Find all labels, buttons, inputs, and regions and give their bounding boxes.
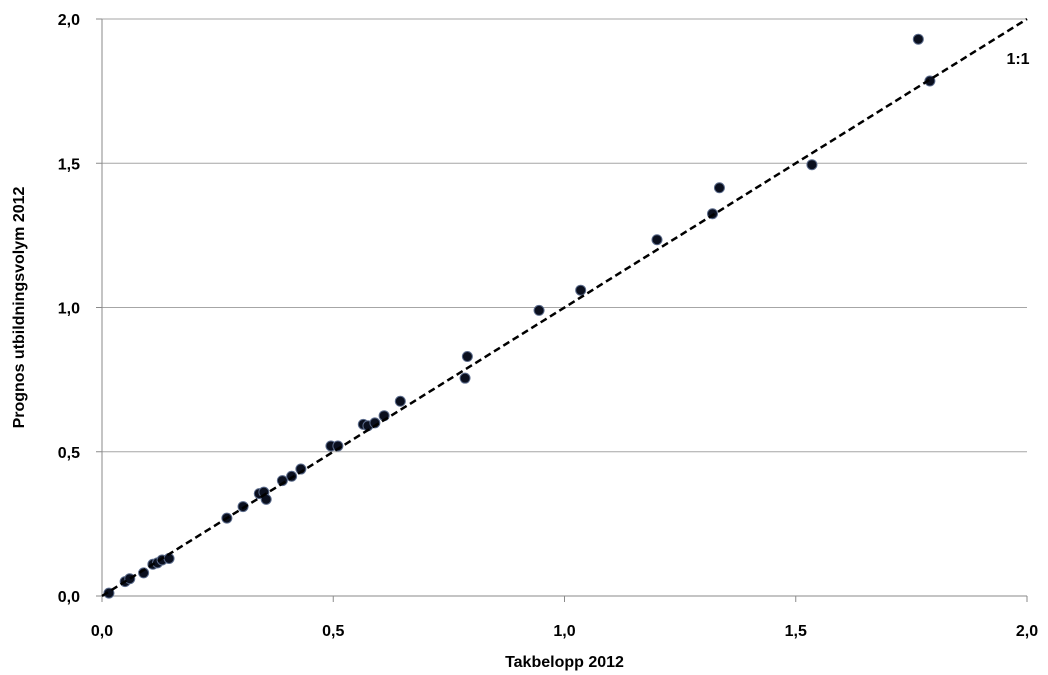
data-point: [806, 159, 818, 171]
y-tick-label: 1,5: [58, 156, 80, 173]
reference-line-label: 1:1: [1006, 51, 1029, 68]
y-tick-label: 1,0: [58, 301, 80, 318]
data-point: [394, 395, 406, 407]
data-point: [575, 284, 587, 296]
y-tick-labels: 0,0 0,5 1,0 1,5 2,0: [58, 12, 102, 606]
data-point: [461, 351, 473, 363]
x-tick-label: 0,5: [322, 623, 344, 640]
x-tick-label: 1,0: [553, 623, 575, 640]
x-tick-label: 0,0: [91, 623, 113, 640]
y-tick-label: 0,0: [58, 589, 80, 606]
y-tick-label: 2,0: [58, 12, 80, 29]
data-point: [533, 304, 545, 316]
y-axis-title: Prognos utbildningsvolym 2012: [11, 186, 28, 428]
reference-line-1-1: [101, 17, 1028, 598]
y-tick-label: 0,5: [58, 445, 80, 462]
data-points: [103, 33, 936, 599]
x-tick-labels: 0,0 0,5 1,0 1,5 2,0: [91, 596, 1038, 640]
data-point: [651, 234, 663, 246]
data-point: [103, 587, 115, 599]
data-point: [713, 182, 725, 194]
x-tick-label: 2,0: [1016, 623, 1038, 640]
grid-lines: [102, 18, 1027, 453]
data-point: [912, 33, 924, 45]
x-tick-label: 1,5: [785, 623, 807, 640]
x-axis-title: Takbelopp 2012: [505, 654, 624, 671]
data-point: [459, 372, 471, 384]
